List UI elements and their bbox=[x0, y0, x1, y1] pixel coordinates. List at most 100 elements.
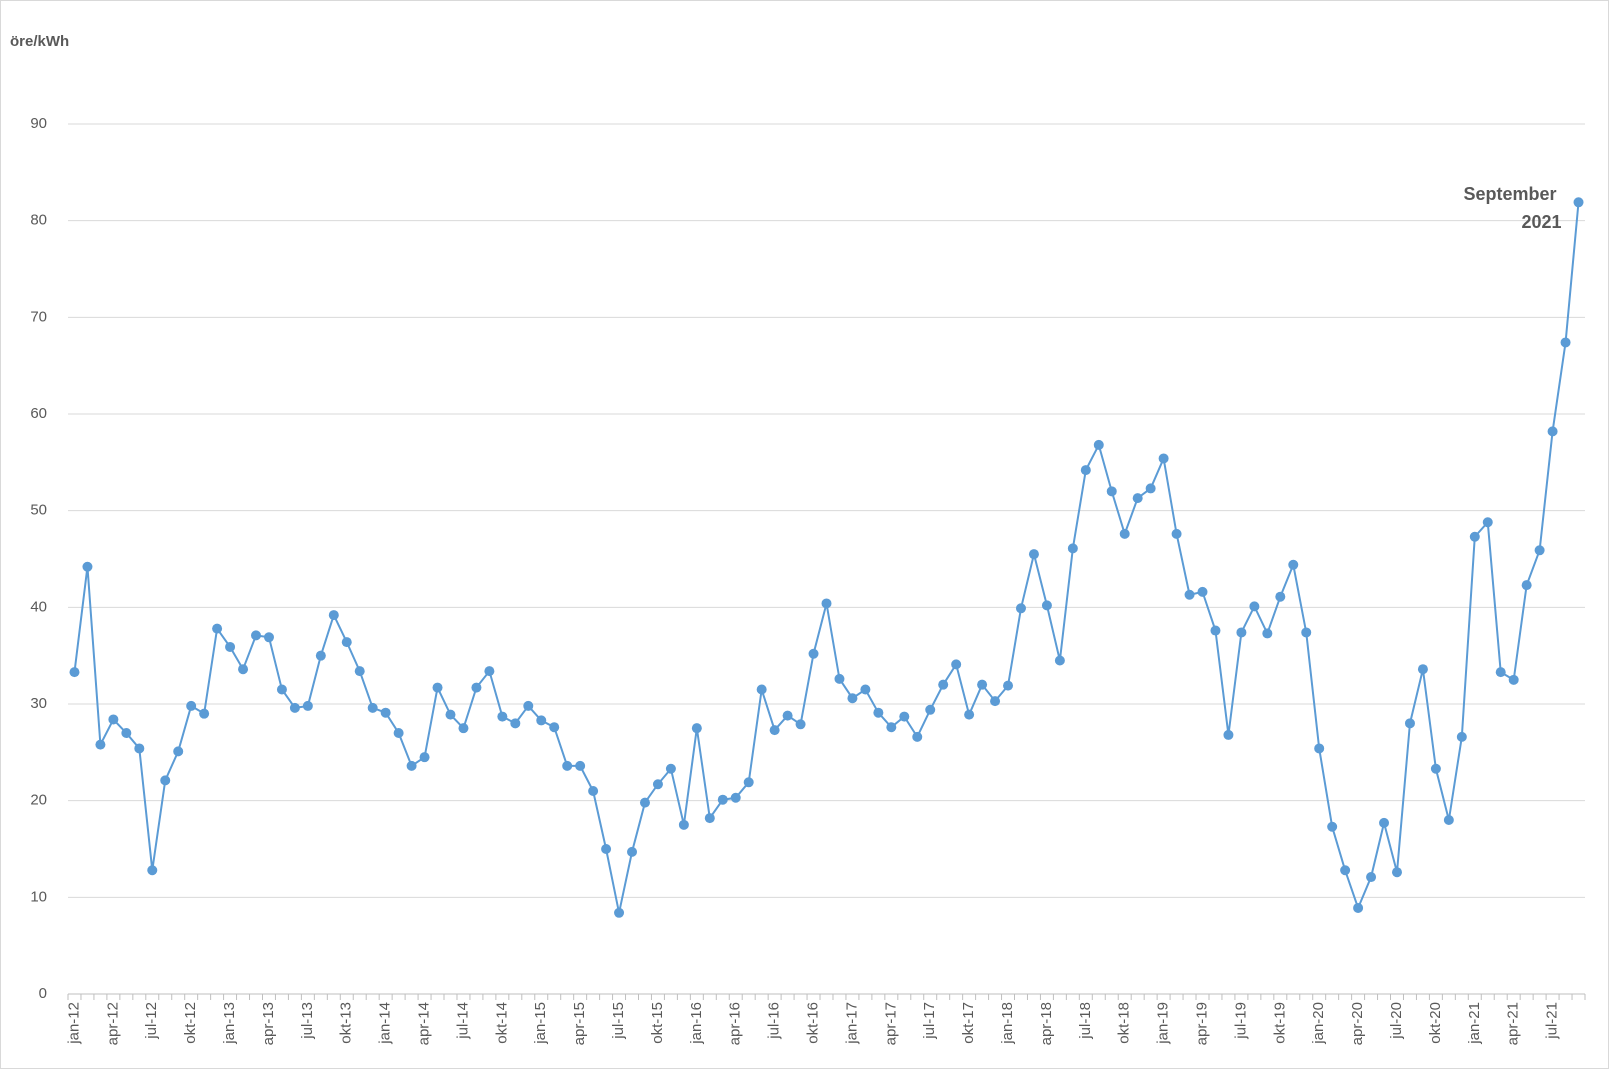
data-point bbox=[354, 666, 365, 677]
data-point bbox=[69, 667, 80, 678]
data-point bbox=[1067, 543, 1078, 554]
data-point bbox=[173, 746, 184, 757]
x-tick-label: okt-15 bbox=[649, 1002, 666, 1044]
x-tick-label: jul-12 bbox=[143, 1002, 160, 1040]
data-point bbox=[769, 725, 780, 736]
data-point bbox=[912, 731, 923, 742]
data-point bbox=[289, 702, 300, 713]
data-point bbox=[484, 666, 495, 677]
x-tick-label: apr-18 bbox=[1038, 1002, 1055, 1045]
data-point bbox=[212, 623, 223, 634]
data-point bbox=[834, 673, 845, 684]
data-point bbox=[380, 707, 391, 718]
data-point bbox=[445, 709, 456, 720]
data-point bbox=[238, 664, 249, 675]
y-tick-label: 20 bbox=[30, 792, 47, 809]
data-point bbox=[665, 763, 676, 774]
data-point bbox=[704, 813, 715, 824]
data-point bbox=[808, 648, 819, 659]
data-point bbox=[1534, 545, 1545, 556]
x-tick-label: apr-19 bbox=[1193, 1002, 1210, 1045]
y-tick-label: 70 bbox=[30, 308, 47, 325]
x-tick-label: jan-15 bbox=[532, 1002, 549, 1045]
data-point bbox=[1301, 627, 1312, 638]
y-tick-label: 0 bbox=[39, 985, 47, 1002]
x-tick-label: okt-19 bbox=[1271, 1002, 1288, 1044]
data-point bbox=[1353, 902, 1364, 913]
data-point bbox=[315, 650, 326, 661]
x-tick-label: apr-20 bbox=[1349, 1002, 1366, 1045]
data-point bbox=[302, 700, 313, 711]
x-tick-label: okt-20 bbox=[1427, 1002, 1444, 1044]
x-tick-label: apr-16 bbox=[727, 1002, 744, 1045]
data-point bbox=[1236, 627, 1247, 638]
x-tick-label: jan-14 bbox=[377, 1002, 394, 1045]
data-point bbox=[575, 760, 586, 771]
x-tick-label: apr-21 bbox=[1505, 1002, 1522, 1045]
data-point bbox=[847, 693, 858, 704]
x-tick-label: okt-12 bbox=[182, 1002, 199, 1044]
x-tick-label: jul-16 bbox=[766, 1002, 783, 1040]
data-point bbox=[1275, 591, 1286, 602]
y-tick-label: 60 bbox=[30, 405, 47, 422]
data-point bbox=[1560, 337, 1571, 348]
data-point bbox=[471, 682, 482, 693]
data-point bbox=[549, 722, 560, 733]
data-point bbox=[1041, 600, 1052, 611]
x-tick-label: jul-20 bbox=[1388, 1002, 1405, 1040]
data-point bbox=[588, 786, 599, 796]
data-point bbox=[1028, 549, 1039, 560]
data-point bbox=[1391, 867, 1402, 878]
data-point bbox=[121, 728, 132, 738]
data-point bbox=[821, 598, 832, 609]
x-tick-label: okt-16 bbox=[805, 1002, 822, 1044]
data-point bbox=[1469, 531, 1480, 542]
annotation: September bbox=[1463, 184, 1556, 204]
data-point bbox=[627, 846, 638, 857]
data-point bbox=[1184, 589, 1195, 600]
data-point bbox=[1521, 580, 1532, 591]
data-point bbox=[276, 684, 287, 695]
data-point bbox=[1132, 493, 1143, 504]
data-point bbox=[1404, 718, 1415, 729]
x-tick-label: okt-13 bbox=[338, 1002, 355, 1044]
x-tick-label: jan-19 bbox=[1155, 1002, 1172, 1045]
data-point bbox=[860, 684, 871, 695]
data-point bbox=[614, 907, 625, 918]
data-point bbox=[82, 561, 93, 572]
x-tick-label: jan-12 bbox=[65, 1002, 82, 1045]
data-point bbox=[1106, 486, 1117, 497]
x-tick-label: jul-21 bbox=[1544, 1002, 1561, 1040]
x-tick-label: jan-18 bbox=[999, 1002, 1016, 1045]
data-point bbox=[964, 709, 975, 720]
y-tick-label: 50 bbox=[30, 502, 47, 519]
data-point bbox=[899, 711, 910, 722]
data-point bbox=[1482, 517, 1493, 528]
data-point bbox=[782, 710, 793, 721]
x-tick-label: jan-20 bbox=[1310, 1002, 1327, 1045]
y-axis-label: öre/kWh bbox=[10, 33, 69, 50]
data-point bbox=[938, 679, 949, 690]
y-tick-label: 80 bbox=[30, 212, 47, 229]
data-point bbox=[147, 865, 158, 876]
data-point bbox=[1223, 729, 1234, 740]
data-point bbox=[497, 711, 508, 722]
data-point bbox=[1456, 731, 1467, 742]
data-point bbox=[1366, 872, 1377, 883]
data-point bbox=[263, 632, 274, 643]
data-point bbox=[1262, 628, 1273, 639]
data-point bbox=[925, 704, 936, 715]
x-tick-label: apr-12 bbox=[104, 1002, 121, 1045]
data-point bbox=[951, 659, 962, 670]
data-point bbox=[1417, 664, 1428, 675]
data-point bbox=[523, 700, 534, 711]
x-tick-label: okt-14 bbox=[493, 1002, 510, 1044]
x-tick-label: jul-14 bbox=[454, 1002, 471, 1040]
data-point bbox=[108, 714, 119, 725]
data-point bbox=[1327, 821, 1338, 832]
data-point bbox=[134, 743, 145, 754]
y-tick-label: 30 bbox=[30, 695, 47, 712]
data-point bbox=[1288, 559, 1299, 570]
data-point bbox=[186, 700, 197, 711]
